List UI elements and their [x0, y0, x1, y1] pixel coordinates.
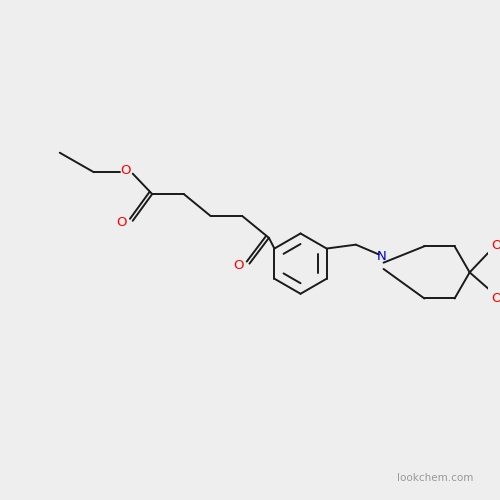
Text: O: O	[491, 239, 500, 252]
Text: N: N	[376, 250, 386, 263]
Text: O: O	[120, 164, 130, 176]
Text: O: O	[491, 292, 500, 305]
Text: lookchem.com: lookchem.com	[397, 474, 473, 484]
Text: O: O	[116, 216, 127, 230]
Text: O: O	[233, 259, 243, 272]
